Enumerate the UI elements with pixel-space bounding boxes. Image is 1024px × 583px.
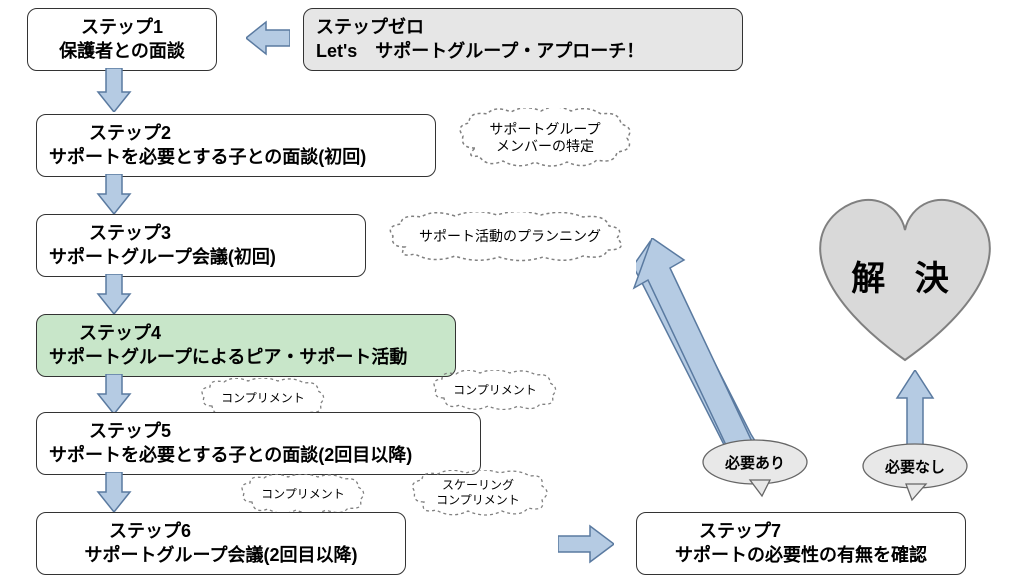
step1-box: ステップ1 保護者との面談 xyxy=(27,8,217,71)
step5-box: ステップ5 サポートを必要とする子との面談(2回目以降) xyxy=(36,412,481,475)
step3-box: ステップ3 サポートグループ会議(初回) xyxy=(36,214,366,277)
arrow-right-icon xyxy=(558,524,614,564)
arrow-down-5-icon xyxy=(96,472,132,512)
cloud-comp3-text: コンプリメント xyxy=(261,487,345,502)
cloud-members: サポートグループ メンバーの特定 xyxy=(455,108,635,168)
step1-body: 保護者との面談 xyxy=(40,39,204,63)
cloud-planning-text: サポート活動のプランニング xyxy=(419,228,601,246)
step6-title: ステップ6 xyxy=(49,519,393,543)
step7-box: ステップ7 サポートの必要性の有無を確認 xyxy=(636,512,966,575)
speech-no-text: 必要なし xyxy=(885,456,945,477)
cloud-comp3: コンプリメント xyxy=(238,474,368,514)
step-zero-body: Let's サポートグループ・アプローチ！ xyxy=(316,39,730,63)
cloud-comp2-text: コンプリメント xyxy=(453,383,537,398)
arrow-down-3-icon xyxy=(96,274,132,314)
step3-title: ステップ3 xyxy=(49,221,353,245)
step2-box: ステップ2 サポートを必要とする子との面談(初回) xyxy=(36,114,436,177)
step-zero-box: ステップゼロ Let's サポートグループ・アプローチ！ xyxy=(303,8,743,71)
step-zero-title: ステップゼロ xyxy=(316,15,730,39)
step1-title: ステップ1 xyxy=(40,15,204,39)
step5-body: サポートを必要とする子との面談(2回目以降) xyxy=(49,443,468,467)
step3-body: サポートグループ会議(初回) xyxy=(49,245,353,269)
cloud-planning: サポート活動のプランニング xyxy=(385,212,635,262)
step2-body: サポートを必要とする子との面談(初回) xyxy=(49,145,423,169)
arrow-down-4-icon xyxy=(96,374,132,414)
arrow-down-1-icon xyxy=(96,68,132,112)
step4-body: サポートグループによるピア・サポート活動 xyxy=(49,345,443,369)
heart-resolution: 解 決 xyxy=(800,180,1010,370)
cloud-comp1-text: コンプリメント xyxy=(221,391,305,406)
arrow-left-icon xyxy=(246,20,290,56)
step4-box: ステップ4 サポートグループによるピア・サポート活動 xyxy=(36,314,456,377)
cloud-scaling-text: スケーリング コンプリメント xyxy=(436,478,520,508)
step5-title: ステップ5 xyxy=(49,419,468,443)
arrow-up-to-step3 xyxy=(630,238,762,470)
speech-yes: 必要あり xyxy=(700,438,810,498)
step7-title: ステップ7 xyxy=(649,519,953,543)
arrow-down-2-icon xyxy=(96,174,132,214)
speech-yes-text: 必要あり xyxy=(725,452,785,473)
step6-box: ステップ6 サポートグループ会議(2回目以降) xyxy=(36,512,406,575)
step6-body: サポートグループ会議(2回目以降) xyxy=(49,543,393,567)
speech-no: 必要なし xyxy=(860,442,970,502)
cloud-scaling: スケーリング コンプリメント xyxy=(408,470,548,516)
step2-title: ステップ2 xyxy=(49,121,423,145)
heart-text: 解 決 xyxy=(851,251,958,300)
step7-body: サポートの必要性の有無を確認 xyxy=(649,543,953,567)
step4-title: ステップ4 xyxy=(49,321,443,345)
cloud-members-text: サポートグループ メンバーの特定 xyxy=(489,121,600,156)
cloud-comp2: コンプリメント xyxy=(430,370,560,410)
